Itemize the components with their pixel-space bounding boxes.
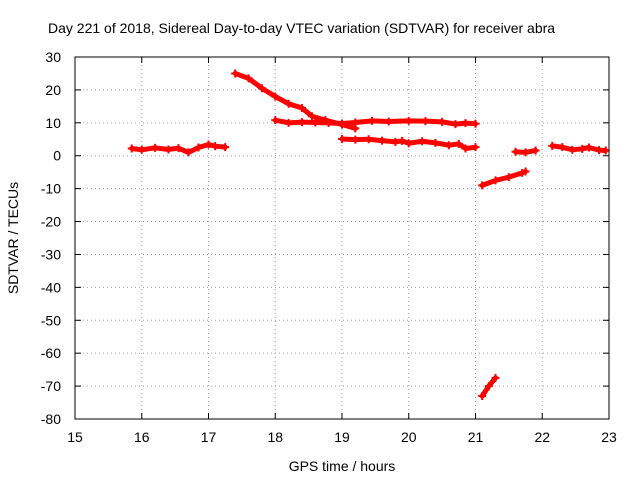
data-point [438,117,447,126]
data-point [461,119,470,128]
data-point [568,145,577,154]
data-track [338,134,480,153]
data-point [211,142,220,151]
y-tick-label: 10 [45,115,61,131]
data-point [351,135,360,144]
grid-lines [75,57,609,419]
data-point [307,112,316,121]
data-point [444,141,453,150]
data-point [418,137,427,146]
data-point [454,139,463,148]
data-point [221,143,230,152]
data-point [471,143,480,152]
data-point [391,137,400,146]
data-point [137,145,146,154]
data-point [451,120,460,129]
data-point [478,181,487,190]
y-tick-label: 30 [45,49,61,65]
data-point [404,116,413,125]
x-tick-label: 19 [334,429,350,445]
data-point [324,118,333,127]
data-track [127,140,230,157]
data-point [584,143,593,152]
data-point [151,143,160,152]
data-point [558,143,567,152]
y-axis-label: SDTVAR / TECUs [5,182,21,294]
y-tick-label: -70 [41,378,61,394]
data-point [271,116,280,125]
data-point [338,134,346,143]
data-point [194,143,203,152]
data-point [184,148,193,157]
y-tick-label: -50 [41,312,61,328]
data-point [284,118,293,127]
data-point [491,373,500,382]
data-point [368,116,377,125]
data-point [338,119,346,128]
data-point [491,176,500,185]
x-tick-label: 22 [534,429,550,445]
y-axis-ticks: 30 20 10 0 -10 -20 -30 -40 -50 -60 -70 -80 [41,49,609,427]
data-point [297,118,306,127]
y-tick-label: 20 [45,82,61,98]
data-point [384,117,393,126]
data-point [127,144,136,153]
data-point [174,144,183,153]
data-point [461,144,470,153]
data-track [511,146,540,157]
x-tick-label: 23 [601,429,617,445]
data-point [471,119,480,128]
y-tick-label: -40 [41,279,61,295]
x-tick-label: 17 [201,429,217,445]
data-point [421,117,430,126]
y-tick-label: -80 [41,411,61,427]
data-point [578,144,587,153]
x-tick-label: 15 [67,429,83,445]
data-point [521,167,530,176]
data-track [478,373,500,400]
data-point [364,135,373,144]
data-point [601,146,610,155]
data-point [244,74,253,83]
data-track [548,141,610,155]
data-point [484,382,493,391]
data-point [164,145,173,154]
data-point [231,69,240,78]
data-point [521,148,530,157]
data-point [257,84,266,93]
y-tick-label: -10 [41,181,61,197]
data-point [284,99,293,108]
y-tick-label: -60 [41,345,61,361]
data-point [548,141,557,150]
data-point [351,118,360,127]
data-track [271,116,480,129]
data-point [378,136,387,145]
data-point [204,140,213,149]
data-track [478,167,530,190]
data-point [504,173,513,182]
chart-title: Day 221 of 2018, Sidereal Day-to-day VTE… [48,20,555,36]
x-tick-label: 16 [134,429,150,445]
data-point [431,138,440,147]
data-point [511,147,520,156]
data-point [478,391,487,400]
data-point [404,139,413,148]
y-tick-label: 0 [53,148,61,164]
y-tick-label: -30 [41,246,61,262]
x-tick-label: 18 [267,429,283,445]
data-point [398,136,407,145]
x-tick-label: 21 [468,429,484,445]
data-point [271,92,280,101]
x-axis-label: GPS time / hours [289,458,396,474]
data-marks [127,69,610,400]
y-tick-label: -20 [41,214,61,230]
x-axis-ticks: 15 16 17 18 19 20 21 22 23 [67,57,617,445]
data-point [594,146,603,155]
data-point [311,118,320,127]
x-tick-label: 20 [401,429,417,445]
data-point [531,146,540,155]
data-point [297,104,306,113]
